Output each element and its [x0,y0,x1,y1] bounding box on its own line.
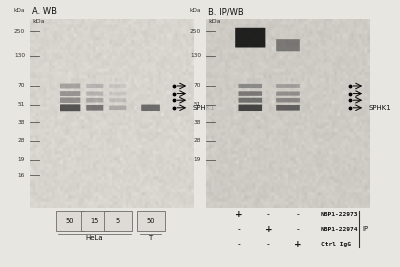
FancyBboxPatch shape [276,92,300,96]
Text: +: + [235,210,243,219]
FancyBboxPatch shape [276,105,300,111]
Text: 50: 50 [146,218,155,224]
Text: 70: 70 [18,84,25,88]
Text: kDa: kDa [32,19,44,24]
Text: 38: 38 [194,120,201,124]
Text: -: - [296,210,299,219]
FancyBboxPatch shape [86,98,103,103]
Text: 19: 19 [18,158,25,162]
FancyBboxPatch shape [276,39,300,51]
Text: SPHK1: SPHK1 [192,105,215,111]
Text: HeLa: HeLa [86,235,103,241]
FancyBboxPatch shape [238,98,262,103]
Text: 28: 28 [194,139,201,143]
Text: 250: 250 [14,29,25,34]
FancyBboxPatch shape [60,104,80,111]
Text: -: - [238,240,240,249]
Text: kDa: kDa [190,8,201,13]
Text: -: - [296,225,299,234]
Text: -: - [238,225,240,234]
Text: T: T [148,235,153,241]
Text: 28: 28 [18,139,25,143]
Text: kDa: kDa [14,8,25,13]
Text: kDa: kDa [208,19,220,24]
Text: 16: 16 [18,172,25,178]
FancyBboxPatch shape [86,92,103,96]
Text: 51: 51 [194,103,201,107]
Text: NBP1-22974: NBP1-22974 [321,227,358,232]
FancyBboxPatch shape [109,105,126,110]
Text: B. IP/WB: B. IP/WB [208,7,244,16]
FancyBboxPatch shape [60,84,80,88]
FancyBboxPatch shape [60,97,80,103]
Text: -: - [267,240,270,249]
FancyBboxPatch shape [238,105,262,111]
FancyBboxPatch shape [109,92,126,95]
Text: 70: 70 [194,84,201,88]
FancyBboxPatch shape [235,28,265,48]
FancyBboxPatch shape [109,98,126,102]
Text: 5: 5 [116,218,120,224]
Text: Ctrl IgG: Ctrl IgG [321,242,351,247]
Text: NBP1-22973: NBP1-22973 [321,213,358,217]
Text: SPHK1: SPHK1 [368,105,391,111]
Text: IP: IP [362,226,369,232]
FancyBboxPatch shape [109,84,126,88]
Text: +: + [264,225,272,234]
Text: 130: 130 [14,53,25,58]
FancyBboxPatch shape [276,98,300,103]
Text: 130: 130 [190,53,201,58]
Text: +: + [294,240,302,249]
Text: 250: 250 [190,29,201,34]
FancyBboxPatch shape [86,105,103,111]
FancyBboxPatch shape [238,84,262,88]
FancyBboxPatch shape [238,91,262,96]
FancyBboxPatch shape [60,91,80,96]
Text: 38: 38 [18,120,25,124]
Text: A. WB: A. WB [32,7,57,16]
Text: 15: 15 [90,218,99,224]
Text: 50: 50 [66,218,74,224]
Text: 51: 51 [18,103,25,107]
FancyBboxPatch shape [141,105,160,111]
FancyBboxPatch shape [86,84,103,88]
FancyBboxPatch shape [276,84,300,88]
Text: 19: 19 [194,158,201,162]
Text: -: - [267,210,270,219]
